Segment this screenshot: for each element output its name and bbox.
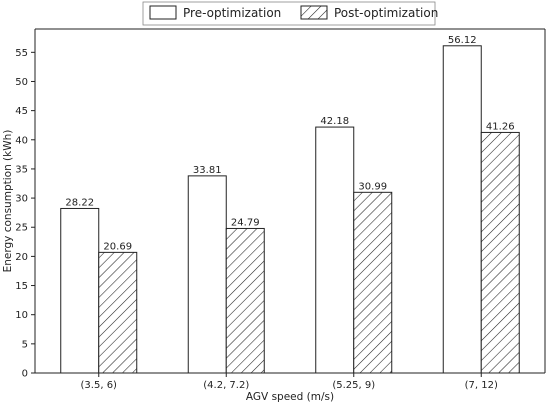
bar-value-label: 24.79 [231,217,260,228]
y-tick-label: 50 [15,77,28,88]
y-tick-label: 45 [15,106,28,117]
x-tick-label: (5.25, 9) [332,380,375,391]
bar-pre-optimization [187,175,227,374]
bar-pre-optimization [315,126,355,374]
bar-post-optimization [353,191,393,374]
axes [34,28,546,374]
x-tick-label: (7, 12) [465,380,498,391]
bar-post-optimization [480,131,520,374]
bar-value-label: 41.26 [486,121,515,132]
x-tick-label: (4.2, 7.2) [203,380,249,391]
bar-post-optimization [225,227,265,374]
bar-value-label: 42.18 [320,116,349,127]
bar-value-label: 56.12 [448,35,477,46]
bar-post-optimization [98,251,138,374]
y-tick-label: 55 [15,48,28,59]
bar-value-label: 30.99 [358,181,387,192]
y-tick-label: 20 [15,252,28,263]
legend-swatch-pre [149,5,177,20]
y-tick-label: 10 [15,310,28,321]
legend-label-pre: Pre-optimization [183,6,281,20]
x-axis-title: AGV speed (m/s) [246,391,334,403]
y-axis-title: Energy consumption (kWh) [2,130,14,273]
y-tick-label: 15 [15,281,28,292]
bar-value-label: 33.81 [193,165,222,176]
bar-value-label: 28.22 [65,197,94,208]
y-tick-label: 25 [15,223,28,234]
bar-pre-optimization [442,45,482,374]
legend-box [142,1,436,26]
x-ticks: (3.5, 6) (4.2, 7.2) (5.25, 9) (7, 12) [81,373,498,391]
x-tick-label: (3.5, 6) [81,380,118,391]
bar-pre-optimization [60,207,100,374]
plot-area: 28.22 20.69 33.81 24.79 42.18 30.99 56.12 41.26 [60,35,520,374]
legend-swatch-post [300,5,328,20]
y-ticks: 0 5 10 15 20 25 30 35 40 45 50 55 [15,48,35,380]
y-tick-label: 0 [22,369,28,380]
y-tick-label: 5 [22,339,28,350]
y-tick-label: 35 [15,164,28,175]
y-tick-label: 40 [15,135,28,146]
y-tick-label: 30 [15,194,28,205]
bar-value-label: 20.69 [103,241,132,252]
legend-label-post: Post-optimization [334,6,438,20]
legend: Pre-optimization Post-optimization [142,1,438,26]
